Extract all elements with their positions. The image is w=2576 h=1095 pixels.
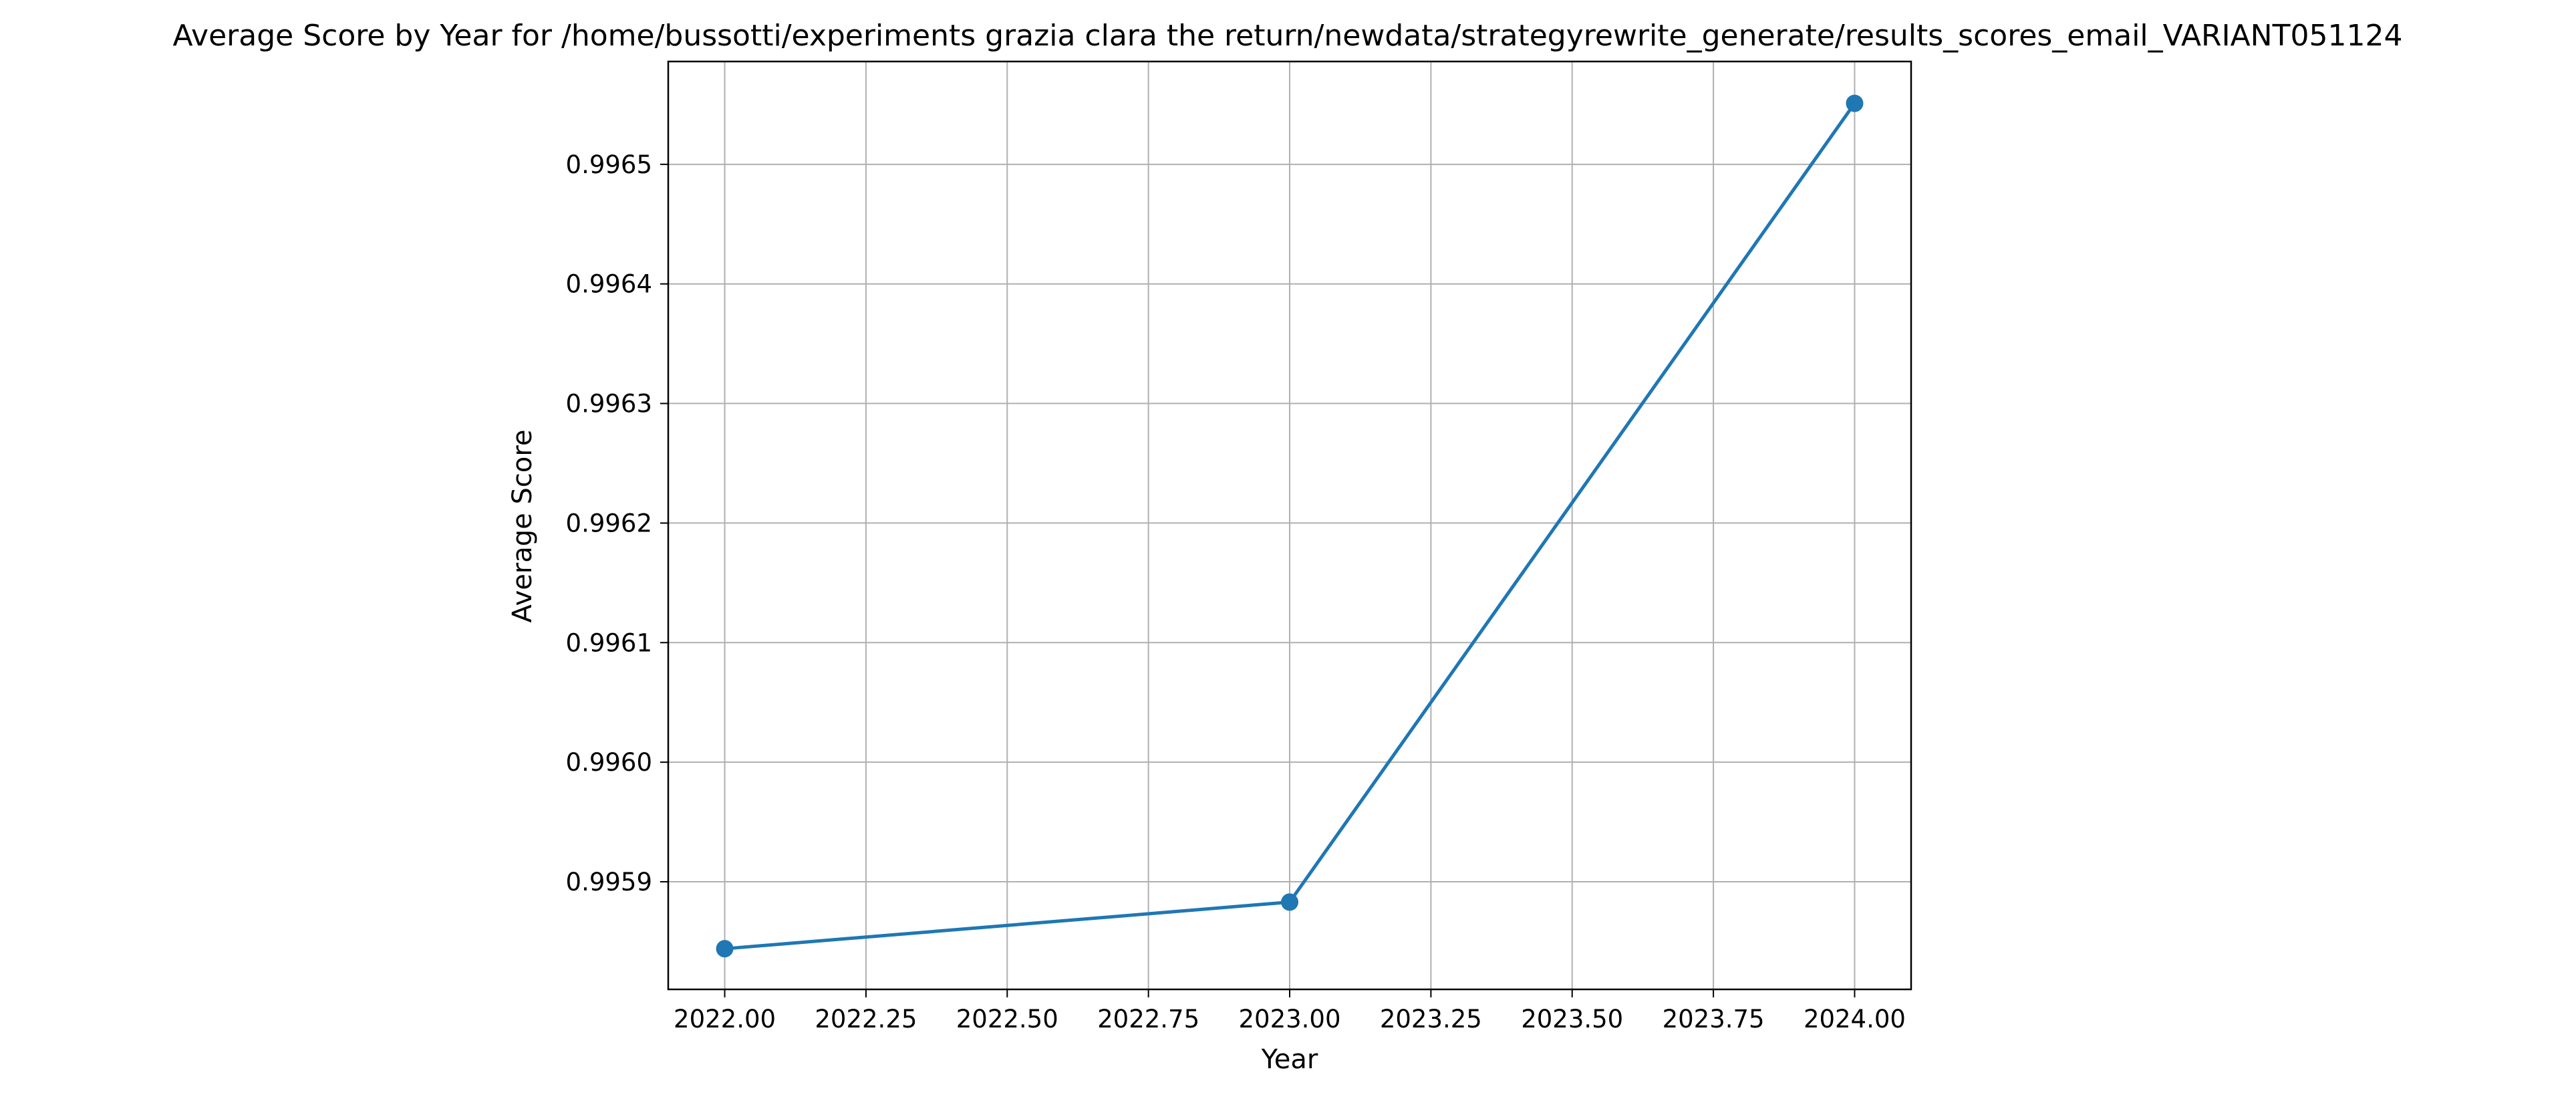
y-tick-label: 0.9961 — [566, 628, 652, 657]
x-tick-label: 2022.50 — [956, 1005, 1058, 1033]
y-axis-ticks: 0.9959 0.9960 0.9961 0.9962 0.9963 0.9964 0.99… — [566, 150, 668, 896]
data-point-marker — [716, 940, 734, 958]
x-axis-label: Year — [1261, 1044, 1318, 1075]
x-tick-label: 2023.50 — [1521, 1005, 1623, 1033]
y-tick-label: 0.9965 — [566, 150, 652, 179]
data-point-marker — [1846, 94, 1864, 112]
series-average-score — [716, 94, 1864, 958]
y-axis-label: Average Score — [507, 429, 538, 622]
x-tick-label: 2023.75 — [1663, 1005, 1765, 1033]
x-axis-ticks: 2022.00 2022.25 2022.50 2022.75 2023.00 2023.… — [674, 989, 1906, 1033]
chart-title: Average Score by Year for /home/bussotti… — [173, 19, 2403, 53]
x-tick-label: 2023.00 — [1238, 1005, 1340, 1033]
y-tick-label: 0.9963 — [566, 390, 652, 418]
y-tick-label: 0.9959 — [566, 868, 652, 896]
y-tick-label: 0.9962 — [566, 509, 652, 537]
x-tick-label: 2024.00 — [1804, 1005, 1906, 1033]
x-tick-label: 2022.00 — [674, 1005, 776, 1033]
x-tick-label: 2023.25 — [1380, 1005, 1482, 1033]
grid-lines — [668, 62, 1911, 989]
y-tick-label: 0.9964 — [566, 270, 652, 299]
y-tick-label: 0.9960 — [566, 748, 652, 777]
x-tick-label: 2022.75 — [1097, 1005, 1199, 1033]
x-tick-label: 2022.25 — [815, 1005, 917, 1033]
data-point-marker — [1281, 893, 1298, 911]
